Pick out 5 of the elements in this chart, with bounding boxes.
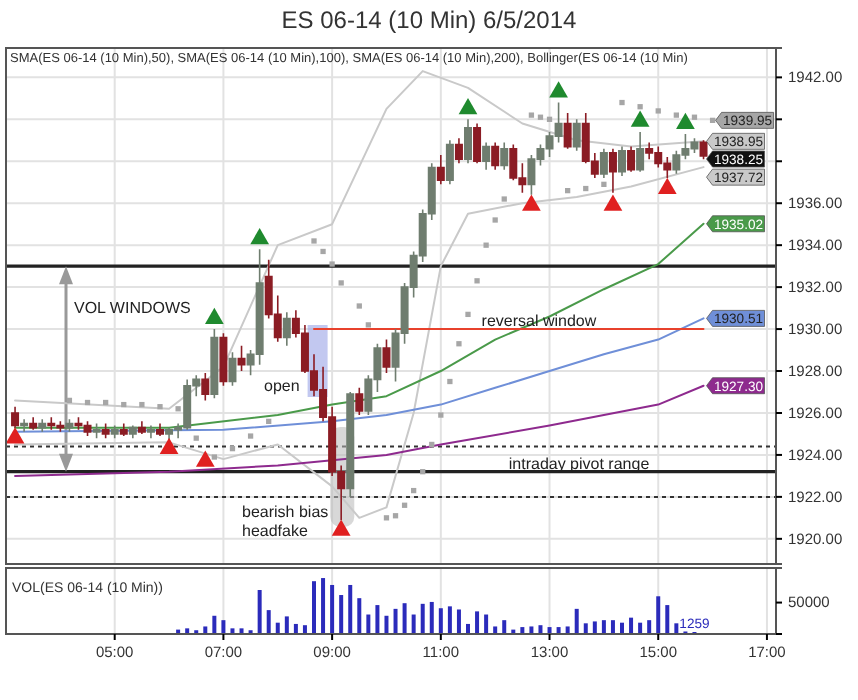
annotation: open (264, 377, 300, 395)
chart-title: ES 06-14 (10 Min) 6/5/2014 (281, 6, 578, 34)
annotation: bearish bias headfake (242, 503, 329, 540)
annotation: reversal window (481, 312, 597, 331)
annotation: VOL WINDOWS (74, 299, 191, 318)
